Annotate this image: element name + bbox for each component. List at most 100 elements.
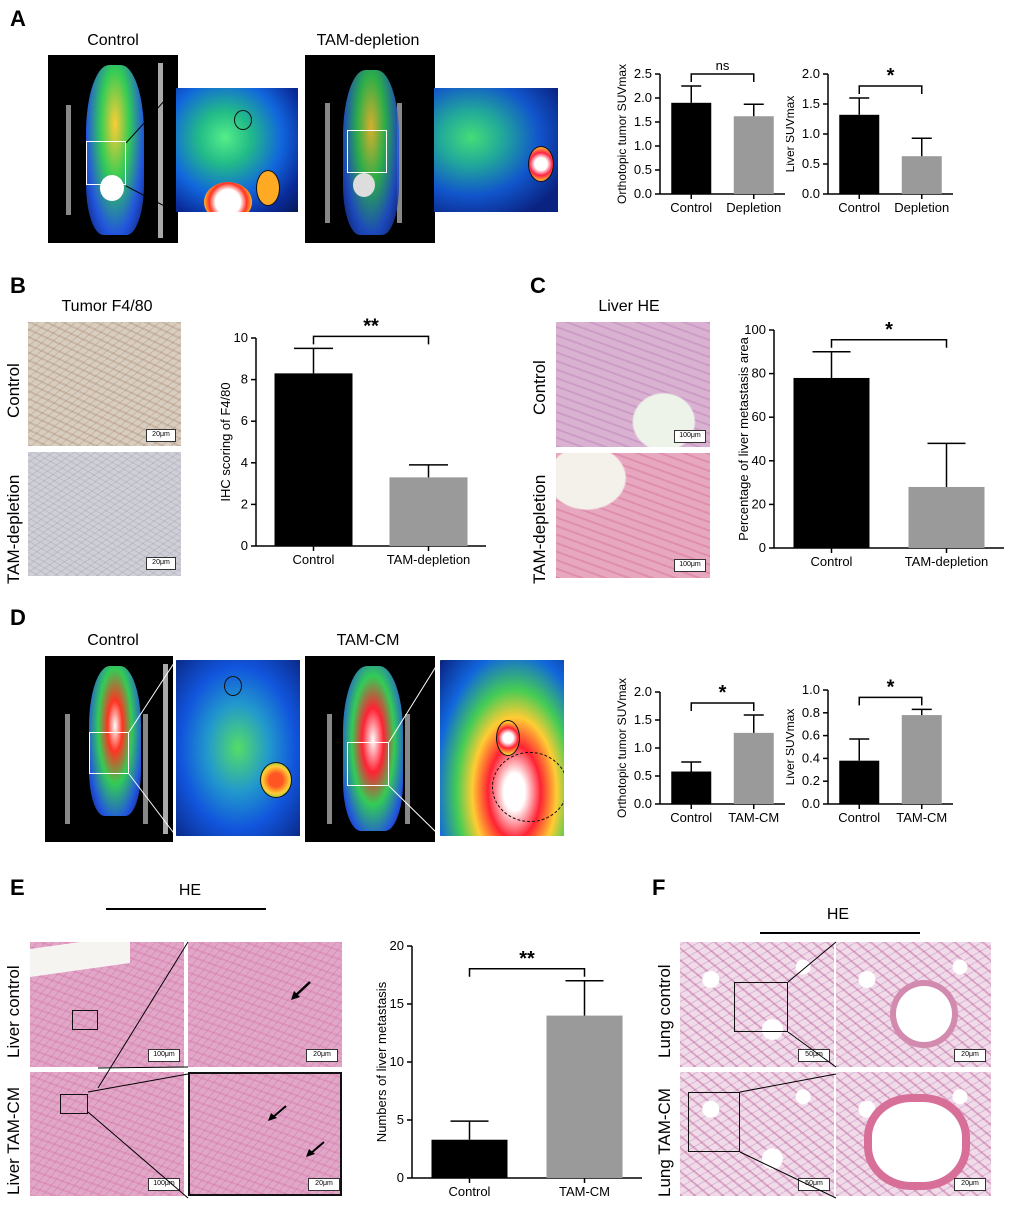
y-tick-label: 0.0: [802, 186, 820, 201]
y-tick-label: 1.5: [634, 712, 652, 727]
significance-bracket: [468, 968, 586, 977]
scale-bar: 20μm: [146, 557, 176, 570]
x-tick-label: Control: [838, 200, 880, 215]
bar-control: [431, 1139, 508, 1178]
panel-b-row-tam-depletion: TAM-depletion: [4, 474, 23, 584]
arrow-icon: [291, 981, 311, 1000]
panel-label-d: D: [10, 605, 26, 630]
y-tick-label: 1.5: [634, 114, 652, 129]
y-tick-label: 0.5: [634, 768, 652, 783]
x-tick-label: Control: [449, 1184, 491, 1199]
panel-c-title: Liver HE: [598, 298, 660, 315]
bar-control: [839, 760, 880, 804]
x-tick-label: TAM-CM: [728, 810, 779, 825]
zoom-lines-f: [739, 941, 837, 1199]
panel-f-title: HE: [826, 906, 850, 923]
y-tick-label: 6: [241, 413, 248, 428]
panel-b-title: Tumor F4/80: [61, 298, 153, 315]
panel-f-title-rule: [760, 932, 920, 934]
y-tick-label: 0.4: [802, 750, 820, 765]
panel-c-row-control: Control: [530, 360, 549, 415]
significance-label: ns: [716, 60, 730, 73]
pet-scan-d-control-whole-body: [45, 656, 173, 842]
y-axis-label: Percentage of liver metastasis area: [736, 336, 751, 541]
pet-zoom-d-control: [176, 660, 300, 836]
bar-tam-cm: [901, 715, 942, 804]
zoom-lines-e: [87, 941, 189, 1199]
y-tick-label: 0.0: [634, 186, 652, 201]
y-tick-label: 2.0: [634, 90, 652, 105]
he-liver-control-high: 20μm: [188, 942, 342, 1067]
y-tick-label: 10: [390, 1054, 404, 1069]
y-tick-label: 1.0: [802, 682, 820, 697]
y-tick-label: 0.8: [802, 705, 820, 720]
y-tick-label: 1.0: [802, 126, 820, 141]
arrow-icon: [268, 1105, 325, 1157]
scale-bar: 100μm: [148, 1049, 180, 1062]
significance-bracket: [858, 696, 923, 706]
x-tick-label: Depletion: [894, 200, 949, 215]
x-tick-label: TAM-CM: [896, 810, 947, 825]
significance-label: *: [887, 676, 895, 698]
pet-scan-tam-cm-whole-body: [305, 656, 435, 842]
he-liver-tam-cm-low: 100μm: [30, 1072, 184, 1196]
pet-zoom-tam-cm: [440, 660, 564, 836]
he-image-tam-depletion: 100μm: [556, 453, 710, 578]
scale-bar: 100μm: [148, 1178, 180, 1191]
panel-label-c: C: [530, 273, 546, 298]
y-tick-label: 40: [752, 453, 766, 468]
y-axis-label: Liver SUVmax: [786, 709, 797, 786]
significance-label: **: [519, 948, 535, 970]
y-tick-label: 5: [397, 1112, 404, 1127]
y-tick-label: 20: [752, 496, 766, 511]
y-tick-label: 2.0: [634, 684, 652, 699]
scale-bar: 20μm: [306, 1049, 338, 1062]
panel-label-b: B: [10, 273, 26, 298]
bar-control: [274, 373, 353, 546]
y-axis-label: Liver SUVmax: [786, 96, 797, 173]
y-tick-label: 0.2: [802, 773, 820, 788]
bar-depletion: [901, 156, 942, 194]
y-axis-label: Orthotopic tumor SUVmax: [615, 678, 629, 818]
y-tick-label: 2.5: [634, 66, 652, 81]
pet-scan-tam-depletion-whole-body: [305, 55, 435, 243]
significance-bracket: [690, 73, 755, 82]
scale-bar: 100μm: [674, 430, 706, 443]
y-tick-label: 0: [397, 1170, 404, 1185]
pet-zoom-control: [176, 88, 298, 212]
scale-bar: 50μm: [798, 1049, 830, 1062]
x-tick-label: Control: [293, 552, 335, 567]
chart-a1: 0.0 0.5 1.0 1.5 2.0 2.5 Orthotopic tumor SUVma…: [615, 60, 785, 215]
bar-tam-depletion: [389, 477, 468, 546]
panel-c-row-tam-depletion: TAM-depletion: [530, 474, 549, 584]
scale-bar: 50μm: [798, 1178, 830, 1191]
y-axis-label: Numbers of liver metastasis: [374, 981, 389, 1142]
bar-depletion: [733, 116, 774, 194]
panel-a-title-control: Control: [87, 32, 139, 49]
bar-tam-cm: [546, 1015, 623, 1178]
x-tick-label: Control: [670, 810, 712, 825]
y-tick-label: 8: [241, 372, 248, 387]
pet-scan-control-whole-body: [48, 55, 178, 243]
chart-d2: 0.0 0.2 0.4 0.6 0.8 1.0 Liver SUVmax Control TAM…: [786, 676, 953, 825]
y-tick-label: 4: [241, 455, 248, 470]
x-tick-label: TAM-CM: [559, 1184, 610, 1199]
y-tick-label: 80: [752, 366, 766, 381]
ihc-image-control: 20μm: [28, 322, 181, 446]
significance-bracket: [830, 339, 948, 348]
pet-zoom-tam-depletion: [434, 88, 558, 212]
x-tick-label: TAM-depletion: [387, 552, 471, 567]
x-tick-label: Control: [811, 554, 853, 569]
panel-a-title-tam-depletion: TAM-depletion: [316, 32, 420, 49]
he-lung-control-high: 20μm: [836, 942, 991, 1067]
y-tick-label: 0.5: [802, 156, 820, 171]
panel-b-row-control: Control: [4, 363, 23, 418]
bar-tam-cm: [733, 732, 774, 804]
y-tick-label: 1.0: [634, 138, 652, 153]
significance-label: **: [363, 315, 379, 337]
y-tick-label: 0: [241, 538, 248, 553]
chart-a2: 0.0 0.5 1.0 1.5 2.0 Liver SUVmax Control Deplet…: [786, 65, 953, 215]
panel-label-e: E: [10, 875, 25, 900]
y-tick-label: 2.0: [802, 66, 820, 81]
panel-e-title: HE: [178, 882, 202, 899]
